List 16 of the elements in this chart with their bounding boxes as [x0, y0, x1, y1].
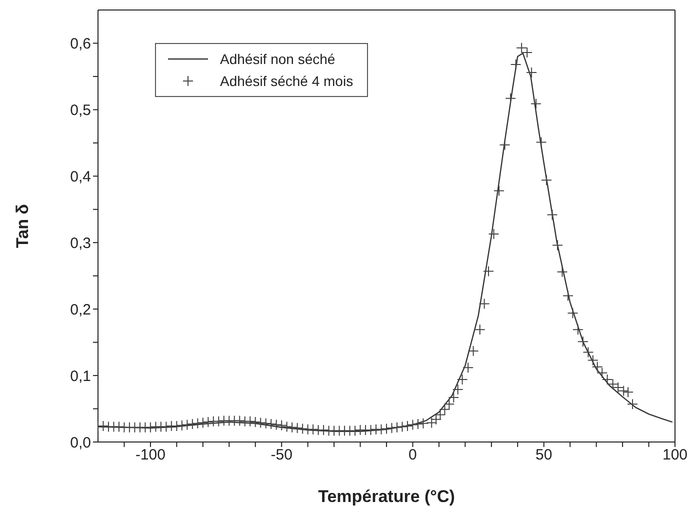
y-tick-label: 0,4	[70, 168, 91, 186]
y-tick-label: 0,5	[70, 102, 91, 120]
y-tick-label: 0,0	[70, 434, 91, 452]
legend-label: Adhésif séché 4 mois	[220, 73, 354, 89]
x-tick-label: 50	[536, 446, 552, 464]
y-tick-label: 0,1	[70, 368, 91, 385]
x-tick-label: -100	[135, 446, 166, 464]
y-tick-label: 0,2	[70, 301, 91, 318]
x-tick-label: 0	[408, 446, 417, 464]
legend-label: Adhésif non séché	[220, 51, 336, 67]
y-tick-label: 0,3	[70, 234, 91, 252]
x-tick-label: -50	[270, 446, 292, 464]
x-tick-label: 100	[662, 446, 688, 464]
y-axis-title: Tan δ	[13, 204, 32, 248]
y-tick-label: 0,6	[70, 36, 91, 53]
x-axis-title: Température (°C)	[318, 487, 455, 506]
